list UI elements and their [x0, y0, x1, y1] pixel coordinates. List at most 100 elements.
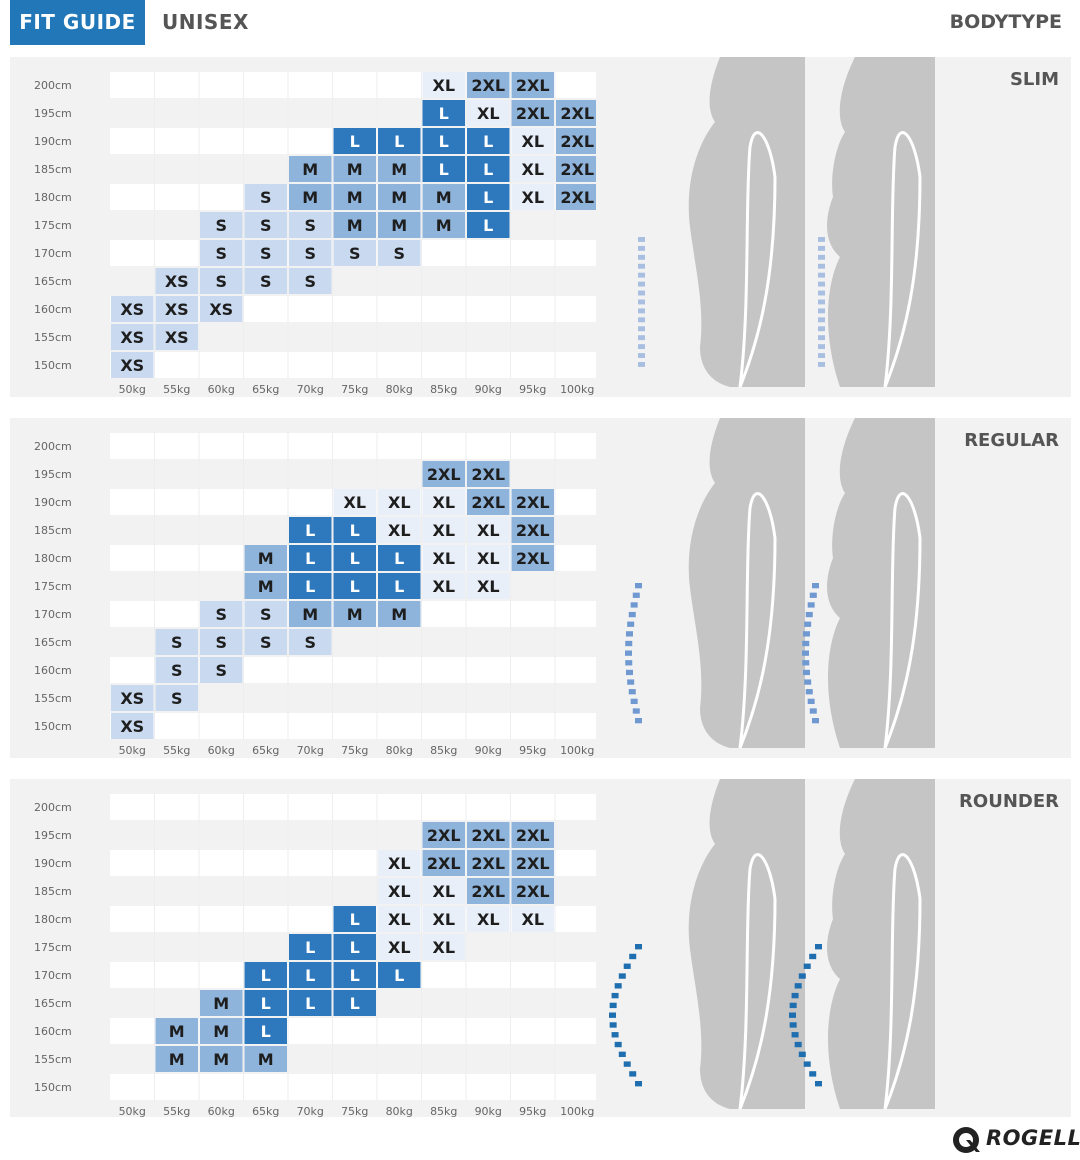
size-cell-label: L: [350, 910, 360, 929]
height-label: 200cm: [34, 801, 72, 814]
size-cell-label: 2XL: [471, 465, 505, 484]
size-cell-label: M: [302, 160, 318, 179]
size-cell-label: M: [302, 605, 318, 624]
belly-line-marker: [803, 1061, 811, 1067]
size-cell-label: 2XL: [471, 76, 505, 95]
size-cell-label: L: [350, 577, 360, 596]
size-cell-label: M: [347, 160, 363, 179]
belly-line-marker: [807, 698, 815, 705]
height-label: 150cm: [34, 359, 72, 372]
size-cell: [111, 713, 154, 739]
belly-line-marker: [614, 983, 622, 989]
arm-outline: [883, 853, 922, 1110]
size-cell: [378, 962, 421, 988]
weight-label: 100kg: [560, 744, 594, 757]
size-cell: [333, 489, 376, 515]
weight-label: 95kg: [519, 1105, 546, 1118]
height-label: 195cm: [34, 829, 72, 842]
weight-label: 60kg: [208, 383, 235, 396]
size-cell-label: XL: [477, 577, 500, 596]
size-cell: [289, 517, 332, 543]
size-cell: [422, 212, 465, 238]
size-cell: [467, 573, 510, 599]
size-cell: [378, 184, 421, 210]
size-cell: [511, 184, 554, 210]
size-cell: [155, 657, 198, 683]
height-label: 190cm: [34, 857, 72, 870]
size-cell-label: S: [393, 244, 405, 263]
size-cell: [467, 850, 510, 876]
grid-col-line: [154, 71, 155, 379]
size-cell-label: S: [171, 661, 183, 680]
size-cell-label: 2XL: [471, 826, 505, 845]
height-label: 180cm: [34, 191, 72, 204]
size-cell: [155, 324, 198, 350]
grid-row: [110, 1074, 604, 1100]
size-cell-label: S: [260, 633, 272, 652]
weight-label: 90kg: [475, 1105, 502, 1118]
belly-line-marker: [630, 698, 638, 705]
size-cell-label: L: [483, 160, 493, 179]
belly-line-marker: [625, 631, 633, 637]
size-cell: [378, 489, 421, 515]
belly-line-marker: [789, 1002, 797, 1009]
rogelli-logo: ROGELLI: [950, 1123, 1080, 1157]
bodytype-title-regular: REGULAR: [964, 430, 1059, 451]
size-cell: [333, 990, 376, 1016]
size-cell-label: XL: [432, 910, 455, 929]
size-cell: [289, 962, 332, 988]
size-cell: [422, 934, 465, 960]
size-cell-label: S: [304, 633, 316, 652]
size-cell: [378, 128, 421, 154]
size-cell: [200, 601, 243, 627]
size-cell-label: XS: [209, 300, 233, 319]
belly-line-marker: [618, 973, 626, 979]
size-cell-label: 2XL: [560, 160, 594, 179]
belly-line-marker: [809, 592, 817, 598]
size-cell: [333, 962, 376, 988]
size-cell: [511, 878, 554, 904]
belly-line-marker: [638, 308, 645, 314]
height-label: 170cm: [34, 608, 72, 621]
size-cell: [289, 934, 332, 960]
grid-col-line: [332, 71, 333, 379]
size-cell-label: 2XL: [427, 854, 461, 873]
belly-line-marker: [818, 326, 825, 332]
size-cell: [333, 128, 376, 154]
weight-label: 60kg: [208, 744, 235, 757]
belly-line-marker: [638, 326, 645, 332]
size-cell-label: S: [215, 216, 227, 235]
size-cell-label: XL: [432, 938, 455, 957]
size-cell-label: 2XL: [471, 854, 505, 873]
height-label: 195cm: [34, 107, 72, 120]
belly-line-marker: [611, 1032, 619, 1038]
size-cell: [422, 850, 465, 876]
size-cell: [467, 461, 510, 487]
size-cell: [378, 156, 421, 182]
belly-line-marker: [818, 317, 825, 323]
height-label: 200cm: [34, 79, 72, 92]
size-cell: [467, 184, 510, 210]
size-cell: [422, 822, 465, 848]
belly-line-marker: [809, 708, 817, 714]
size-cell-label: XL: [432, 549, 455, 568]
size-cell: [467, 72, 510, 98]
size-cell: [467, 517, 510, 543]
belly-line-marker: [804, 621, 812, 627]
belly-line-marker: [623, 1061, 631, 1067]
belly-line-marker: [632, 592, 640, 598]
size-cell: [467, 878, 510, 904]
size-cell: [333, 212, 376, 238]
belly-line-marker: [638, 317, 645, 323]
grid-row: [110, 713, 604, 739]
size-cell: [378, 934, 421, 960]
size-cell: [244, 990, 287, 1016]
size-cell-label: S: [260, 216, 272, 235]
size-cell-label: XL: [477, 104, 500, 123]
size-cell: [511, 100, 554, 126]
size-cell-label: L: [483, 132, 493, 151]
size-cell-label: XL: [432, 76, 455, 95]
size-cell: [155, 1018, 198, 1044]
grid-col-line: [287, 432, 289, 740]
belly-line-marker: [618, 1051, 626, 1058]
